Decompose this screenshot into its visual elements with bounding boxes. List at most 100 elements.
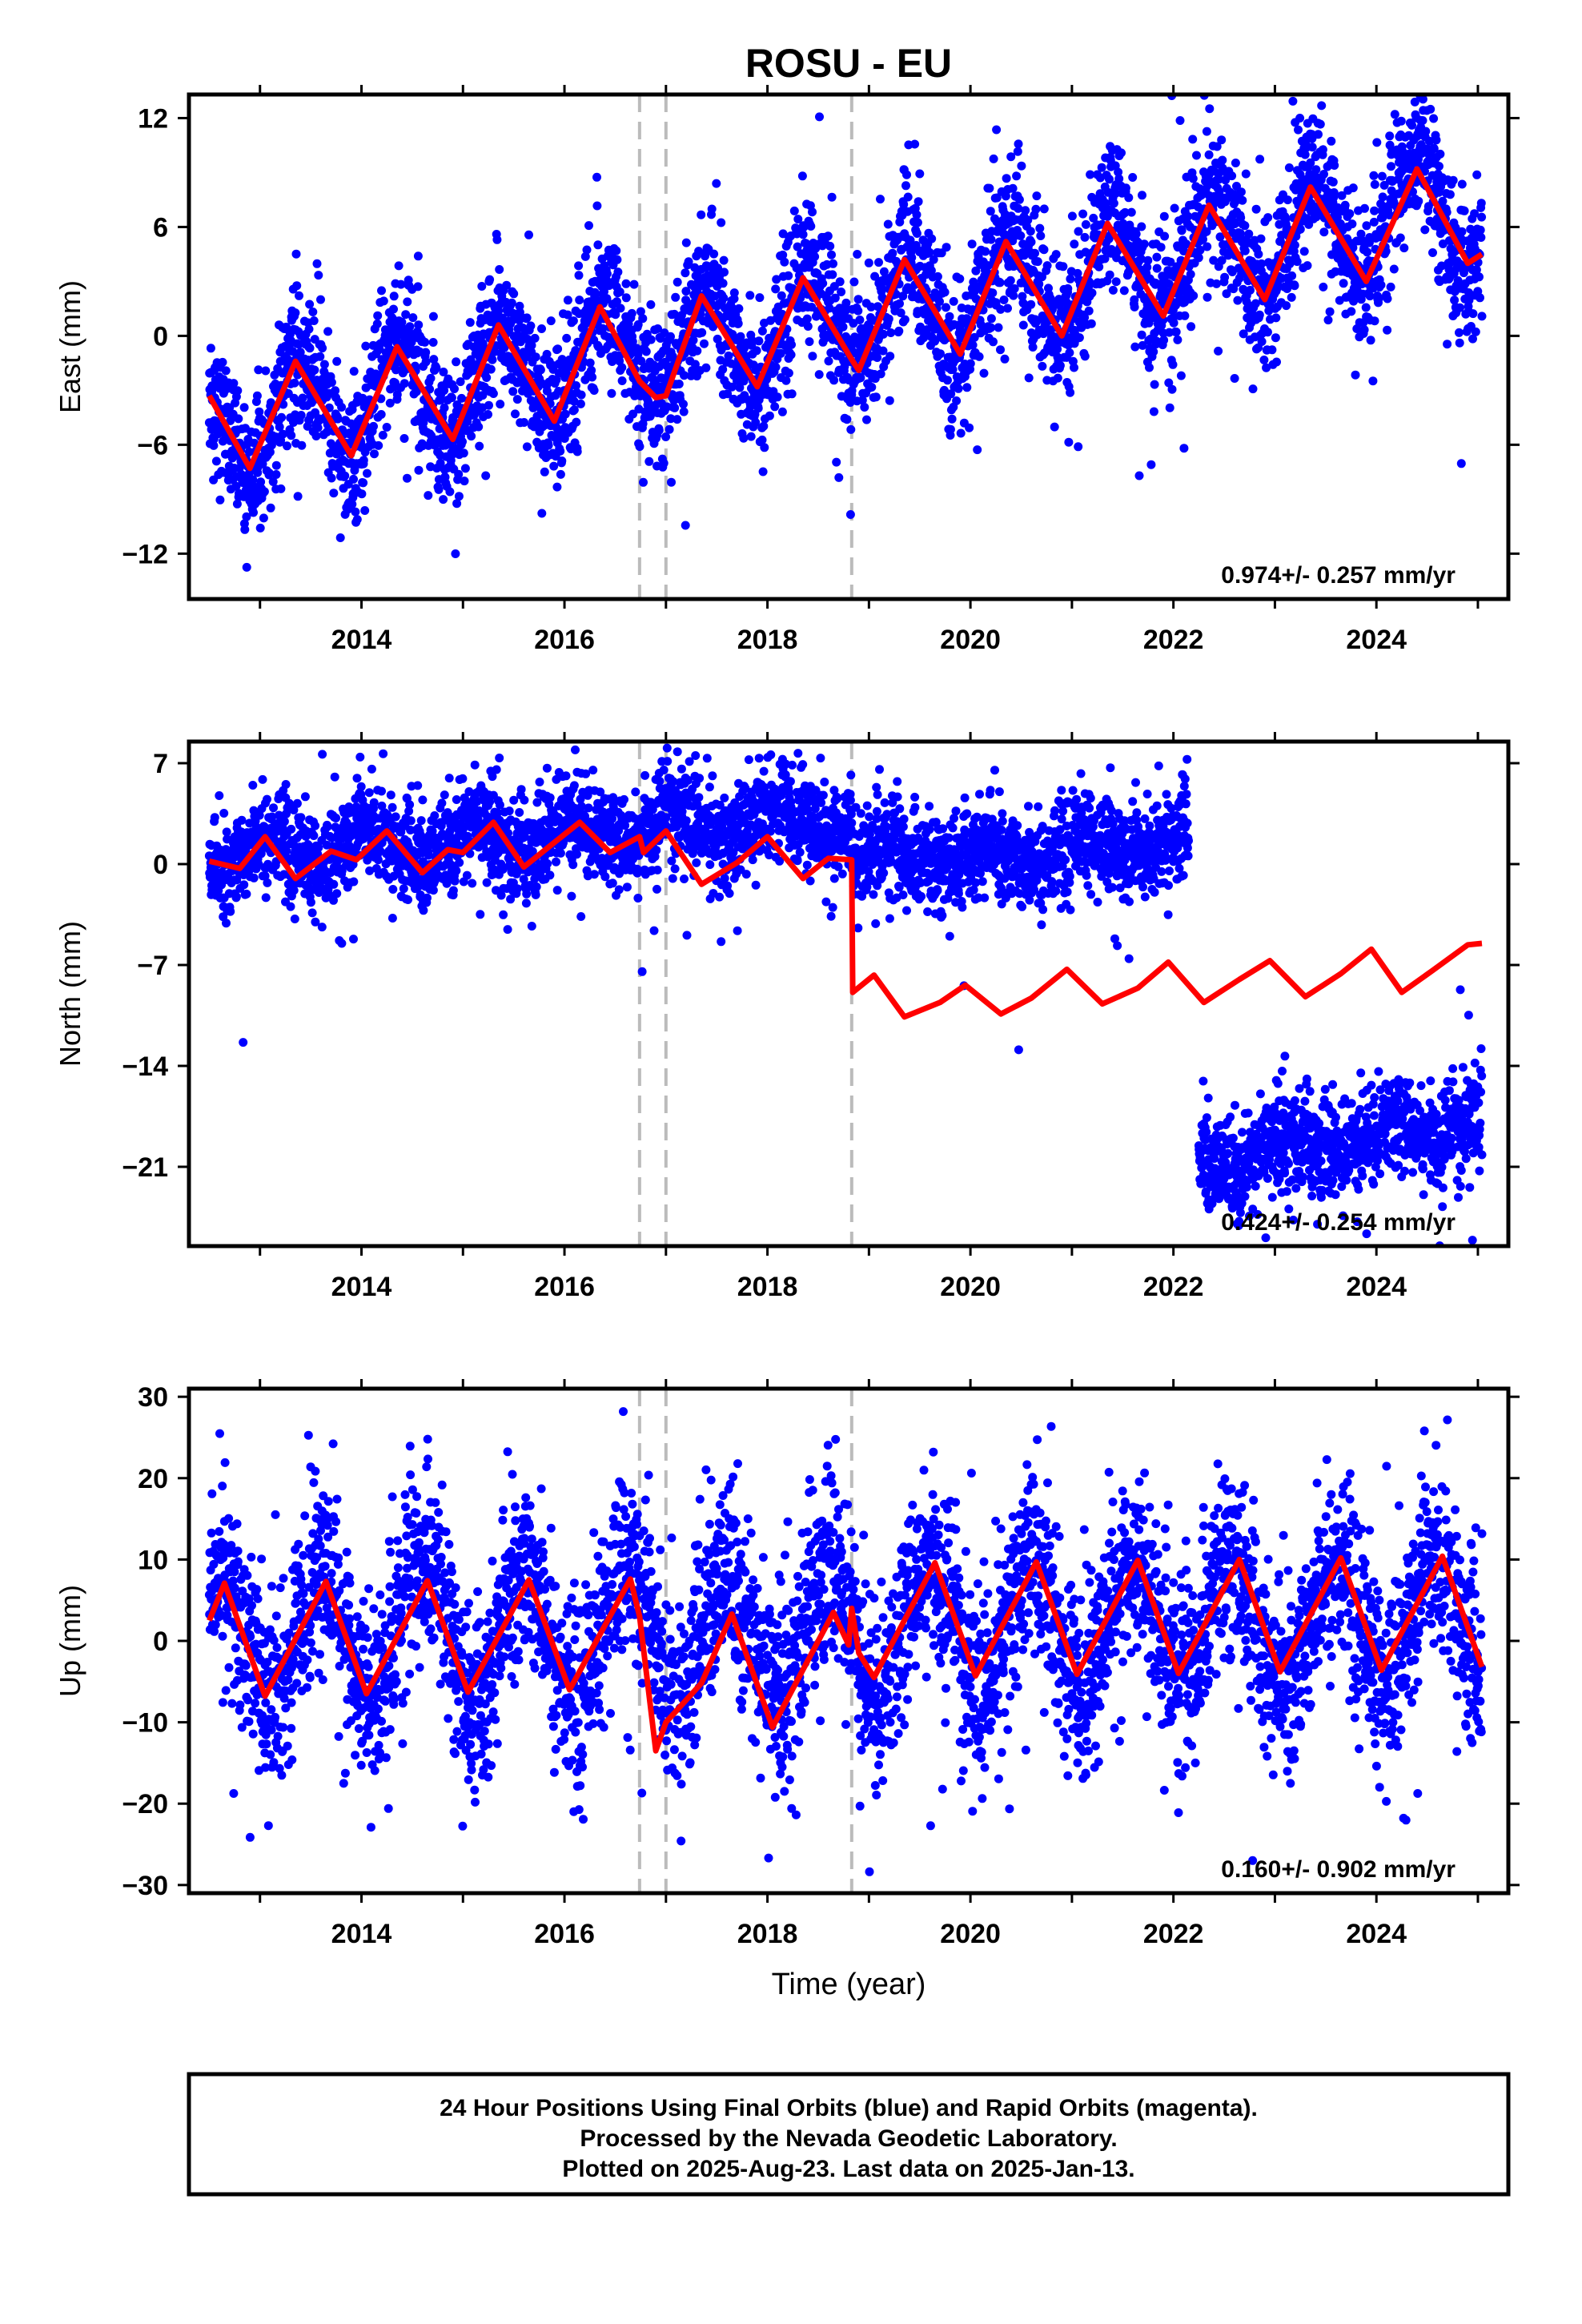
data-point [1152, 263, 1162, 273]
data-point [284, 356, 294, 365]
data-point [360, 506, 370, 515]
data-point [226, 907, 235, 916]
data-point [259, 513, 268, 523]
data-point [612, 255, 622, 264]
data-point [627, 308, 636, 318]
data-point [1074, 333, 1084, 343]
data-point [602, 269, 612, 279]
data-point [414, 320, 424, 330]
data-points [204, 94, 1487, 572]
data-point [209, 440, 219, 450]
data-point [416, 816, 426, 826]
data-point [739, 433, 749, 443]
data-point [445, 487, 455, 497]
data-point [1283, 195, 1292, 205]
data-point [1330, 161, 1339, 170]
data-point [633, 349, 643, 359]
data-point [1351, 370, 1360, 380]
data-point [1108, 285, 1118, 295]
data-point [589, 386, 599, 395]
data-point [1067, 211, 1077, 221]
data-point [752, 346, 761, 356]
data-point [988, 288, 998, 298]
data-point [1290, 281, 1299, 291]
data-point [617, 376, 627, 385]
data-point [613, 267, 623, 277]
data-point [287, 431, 296, 440]
data-point [718, 364, 728, 374]
data-point [1018, 320, 1028, 330]
data-point [1018, 292, 1027, 301]
data-point [1002, 174, 1011, 183]
data-point [1212, 279, 1221, 288]
data-point [995, 278, 1005, 287]
data-point [592, 201, 602, 211]
data-point [457, 393, 466, 403]
data-point [1139, 239, 1149, 249]
data-point [1170, 203, 1179, 213]
data-point [884, 314, 893, 324]
data-point [425, 384, 435, 394]
data-point [234, 414, 243, 424]
data-point [867, 383, 877, 392]
data-point [271, 460, 281, 470]
data-point [825, 304, 834, 313]
data-point [912, 229, 921, 238]
data-point [1263, 328, 1272, 337]
data-point [985, 183, 994, 193]
data-point [1383, 294, 1392, 304]
data-point [639, 477, 648, 487]
data-point [1314, 130, 1323, 139]
data-point [331, 386, 340, 396]
data-point [1168, 360, 1178, 369]
data-point [1387, 162, 1395, 171]
data-point [846, 424, 856, 434]
data-point [996, 345, 1005, 355]
data-point [240, 525, 250, 534]
data-point [673, 415, 682, 424]
data-point [1246, 285, 1255, 295]
data-point [1203, 292, 1212, 302]
data-point [255, 523, 265, 533]
data-point [1016, 231, 1026, 240]
data-point [654, 425, 664, 435]
data-point [206, 344, 215, 353]
data-point [327, 378, 336, 387]
data-point [1100, 254, 1110, 263]
data-point [1455, 328, 1464, 337]
data-point [1476, 199, 1486, 208]
data-point [1137, 222, 1146, 231]
y-tick-label: 0 [153, 321, 168, 352]
data-point [946, 424, 955, 434]
data-point [1138, 340, 1147, 350]
data-point [1476, 293, 1484, 303]
data-point [530, 333, 540, 343]
data-point [707, 204, 717, 214]
data-point [1145, 363, 1154, 372]
data-point [802, 314, 812, 324]
data-point [484, 410, 492, 419]
data-point [569, 405, 579, 415]
data-point [297, 440, 307, 450]
data-point [760, 443, 769, 452]
data-point [636, 307, 645, 316]
data-point [405, 322, 415, 332]
y-tick-label: −12 [122, 539, 168, 569]
data-point [248, 475, 258, 485]
data-point [237, 815, 247, 825]
data-point [1236, 187, 1246, 197]
data-point [291, 249, 301, 259]
data-point [1329, 188, 1339, 197]
data-point [789, 206, 799, 215]
data-point [403, 297, 412, 307]
data-point [612, 297, 621, 307]
data-point [484, 400, 493, 410]
data-point [967, 239, 977, 249]
data-point [311, 432, 321, 440]
data-point [268, 477, 278, 486]
data-point [1012, 171, 1022, 181]
data-point [485, 275, 495, 284]
data-point [1284, 163, 1294, 172]
data-point [592, 172, 601, 182]
data-point [1287, 292, 1296, 302]
